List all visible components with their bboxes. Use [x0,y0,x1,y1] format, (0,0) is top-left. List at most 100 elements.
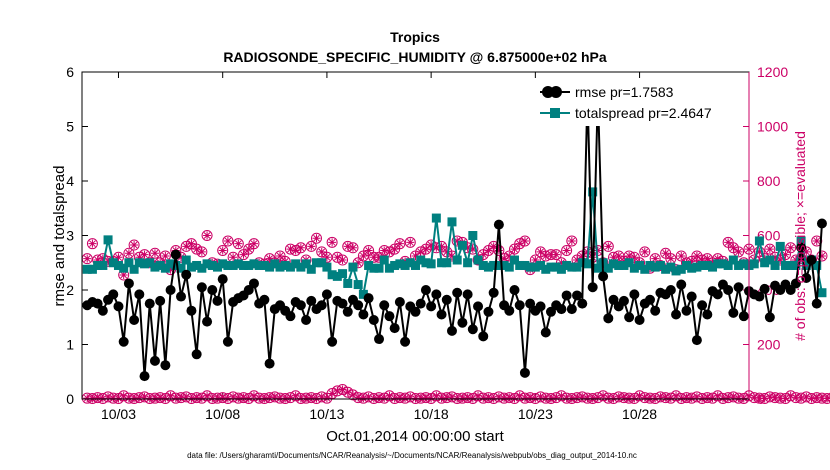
rmse-point [738,311,749,322]
y-axis-label: rmse and totalspread [51,166,68,307]
rmse-point [624,312,635,323]
obs-possible-marker [394,238,406,250]
totalspread-point [687,263,697,273]
legend-rmse-label: rmse pr=1.7583 [575,84,674,100]
totalspread-point [431,213,441,223]
rmse-point [113,301,124,312]
obs-evaluated-marker [114,394,123,403]
totalspread-point [640,264,650,274]
rmse-point [509,285,520,295]
totalspread-point [541,264,551,274]
rmse-point [123,278,134,289]
totalspread-point [452,255,462,265]
rmse-point [259,294,270,305]
obs-evaluated-marker [724,238,733,247]
rmse-point [441,294,452,305]
totalspread-point [166,259,176,269]
obs-possible-marker [201,230,213,241]
rmse-point [222,336,233,347]
totalspread-point [629,263,639,273]
obs-evaluated-marker [348,243,357,252]
rmse-point [446,325,457,336]
obs-evaluated-marker [630,394,639,403]
x-tick-label: 10/18 [414,406,449,422]
obs-evaluated-marker [536,247,545,256]
obs-evaluated-marker [265,254,274,263]
plot-area [82,72,749,399]
legend-totalspread-label: totalspread pr=2.4647 [575,105,712,121]
totalspread-point [348,262,358,272]
totalspread-point [233,259,243,269]
obs-evaluated-marker [395,239,404,248]
obs-possible-marker [295,242,307,254]
obs-evaluated-marker [776,256,785,265]
totalspread-point [812,260,822,270]
totalspread-point [369,263,379,273]
rmse-point [519,367,530,378]
totalspread-point [150,262,160,272]
obs-evaluated-marker [98,254,107,263]
obs-evaluated-marker [755,247,764,256]
rmse-point [566,304,577,315]
y-tick-label: 5 [66,119,74,135]
totalspread-point [624,258,634,268]
rmse-point [139,371,150,382]
obs-possible-marker [753,246,765,258]
obs-possible-marker [310,232,322,244]
totalspread-point [536,260,546,270]
obs-possible-marker [467,243,479,255]
totalspread-point [254,260,264,270]
rmse-point [587,282,598,293]
totalspread-point [181,255,191,265]
rmse-point [796,242,807,253]
totalspread-point [108,258,118,268]
rmse-point [327,336,338,347]
rmse-point [295,300,306,311]
totalspread-point [551,262,561,272]
totalspread-point [113,260,123,270]
rmse-point [525,298,536,309]
obs-evaluated-marker [375,253,384,262]
rmse-point [691,335,702,346]
obs-evaluated-marker [322,394,331,403]
rmse-point [337,298,348,309]
totalspread-point [765,255,775,265]
totalspread-point [817,288,827,298]
totalspread-point [708,262,718,272]
obs-evaluated-marker [677,251,686,260]
rmse-point [134,289,145,300]
rmse-point [504,305,515,316]
totalspread-point [713,259,723,269]
rmse-point [790,278,801,289]
totalspread-point [358,289,368,299]
legend-totalspread-marker [550,108,560,118]
obs-evaluated-marker [343,388,352,397]
y-tick-label: 4 [66,173,74,189]
totalspread-point [796,236,806,246]
rmse-point [634,314,645,325]
obs-evaluated-marker [166,265,175,274]
obs-evaluated-marker [333,253,342,262]
rmse-point [467,324,478,335]
obs-evaluated-marker [494,246,503,255]
obs-evaluated-marker [765,245,774,254]
totalspread-point [635,260,645,270]
axis-ticks: 10/03 10/08 10/13 10/18 10/23 10/28 0 1 2 3 4 5 6 0 20… [66,64,788,422]
totalspread-point [207,260,217,270]
rmse-point [535,301,546,312]
obs-possible-marker [602,240,614,252]
obs-possible-marker [404,236,416,248]
obs-possible-marker [232,238,244,250]
rmse-point [801,273,812,284]
rmse-point [118,336,129,347]
obs-possible-marker [826,392,830,403]
obs-evaluated-marker [692,251,701,260]
totalspread-point [645,260,655,270]
obs-evaluated-marker [291,246,300,255]
totalspread-point [749,259,759,269]
x-tick-label: 10/23 [518,406,553,422]
obs-evaluated-marker [244,245,253,254]
rmse-point [681,305,692,316]
totalspread-point [296,262,306,272]
obs-evaluated-marker [604,242,613,251]
